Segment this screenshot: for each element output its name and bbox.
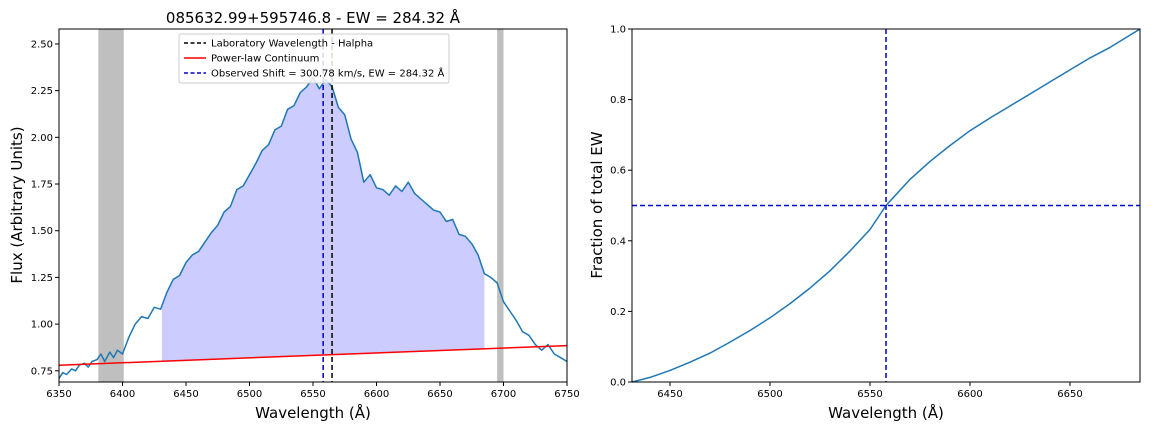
fraction-curve: [631, 28, 1141, 383]
legend: Laboratory Wavelength - Halpha Power-law…: [178, 33, 450, 84]
spectrum-y-tick-label: 1.50: [31, 226, 53, 237]
fraction-y-tick-label: 0.6: [610, 166, 626, 177]
spectrum-line: [58, 76, 568, 379]
fraction-x-tick-label: 6450: [657, 389, 682, 400]
spectrum-x-tick-label: 6500: [237, 389, 262, 400]
fraction-x-tick-label: 6500: [757, 389, 782, 400]
spectrum-y-tick-label: 1.00: [31, 320, 53, 331]
fraction-x-tick-label: 6550: [857, 389, 882, 400]
spectrum-plot-marks: [58, 29, 568, 382]
legend-label-lab-wavelength: Laboratory Wavelength - Halpha: [211, 39, 373, 50]
spectrum-y-tick-label: 2.00: [31, 133, 53, 144]
spectrum-y-tick-label: 2.50: [31, 39, 53, 50]
spectrum-x-tick-label: 6650: [427, 389, 452, 400]
legend-label-continuum: Power-law Continuum: [211, 54, 319, 65]
spectrum-y-tick-label: 0.75: [31, 366, 53, 377]
spectrum-chart-title: 085632.99+595746.8 - EW = 284.32 Å: [166, 8, 461, 27]
fraction-y-ticks: 0.0 0.2 0.4 0.6 0.8 1.0: [610, 25, 632, 389]
legend-box: [178, 33, 450, 84]
spectrum-y-axis-label: Flux (Arbitrary Units): [8, 126, 26, 283]
spectrum-x-tick-label: 6750: [554, 389, 579, 400]
fraction-x-tick-label: 6600: [957, 389, 982, 400]
continuum-line: [58, 344, 568, 366]
spectrum-x-tick-label: 6600: [364, 389, 389, 400]
fraction-y-tick-label: 0.8: [610, 95, 626, 106]
fraction-x-tick-label: 6650: [1057, 389, 1082, 400]
fraction-y-tick-label: 0.0: [610, 378, 626, 389]
masked-region: [497, 29, 504, 382]
fraction-plot-frame: [631, 28, 1141, 383]
fraction-y-tick-label: 0.2: [610, 307, 626, 318]
fraction-x-axis-label: Wavelength (Å): [828, 403, 944, 422]
spectrum-x-tick-label: 6700: [491, 389, 516, 400]
fraction-x-ticks: 6450 6500 6550 6600 6650: [657, 382, 1083, 400]
spectrum-x-tick-label: 6450: [173, 389, 198, 400]
spectrum-x-tick-label: 6400: [110, 389, 135, 400]
legend-label-observed-shift: Observed Shift = 300.78 km/s, EW = 284.3…: [211, 67, 445, 80]
spectrum-x-ticks: 6350 6400 6450 6500 6550 6600 6650 6700 6750: [46, 382, 580, 400]
fraction-y-tick-label: 0.4: [610, 236, 626, 247]
fraction-y-axis-label: Fraction of total EW: [588, 131, 606, 278]
masked-region: [98, 29, 124, 382]
spectrum-x-tick-label: 6350: [46, 389, 71, 400]
spectrum-panel: 6350 6400 6450 6500 6550 6600 6650 6700 6750 0.7…: [8, 8, 580, 422]
spectrum-y-tick-label: 2.25: [31, 86, 53, 97]
ew-integration-fill: [161, 77, 485, 362]
fraction-panel: 6450 6500 6550 6600 6650 0.00.20.40.60.81.0 …: [588, 25, 1141, 422]
fraction-plot-marks: [631, 28, 1141, 383]
spectrum-y-tick-label: 1.75: [31, 180, 53, 191]
spectrum-y-tick-label: 1.25: [31, 273, 53, 284]
fraction-y-tick-label: 1.0: [610, 25, 626, 36]
spectrum-x-tick-label: 6550: [300, 389, 325, 400]
spectrum-x-axis-label: Wavelength (Å): [255, 403, 371, 422]
spectrum-y-ticks: 0.75 1.00 1.25 1.50 1.75 2.00 2.25 2.50: [31, 39, 59, 377]
